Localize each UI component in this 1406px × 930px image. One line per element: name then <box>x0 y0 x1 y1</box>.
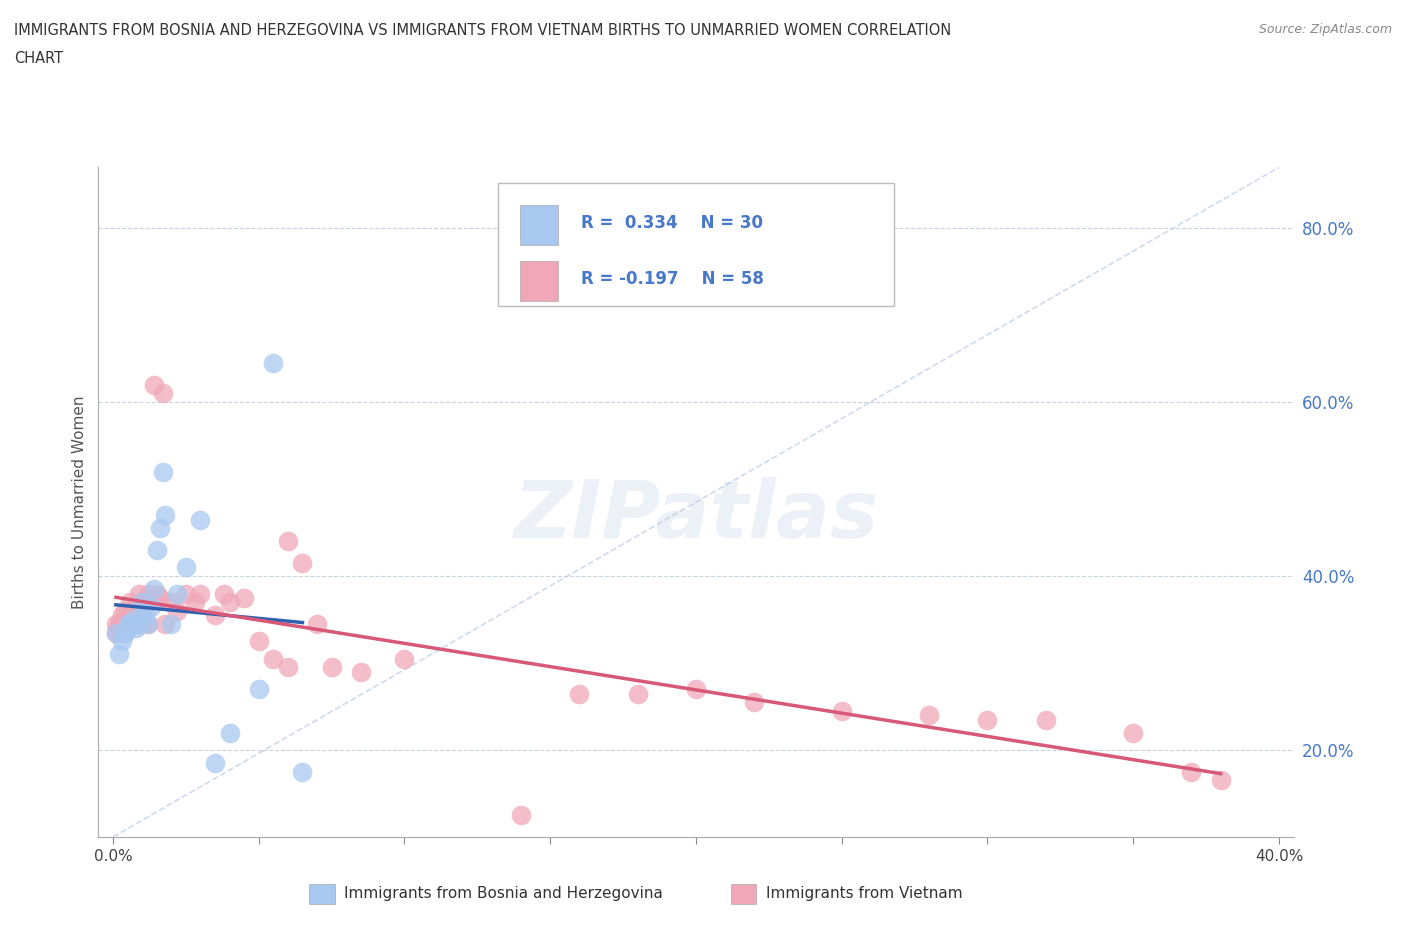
Point <box>291 555 314 570</box>
Point <box>128 617 150 631</box>
Point <box>305 617 328 631</box>
Point <box>120 595 142 610</box>
Point <box>128 617 150 631</box>
Point <box>190 512 212 527</box>
Point <box>117 617 139 631</box>
Point <box>128 586 150 601</box>
Text: Immigrants from Vietnam: Immigrants from Vietnam <box>766 886 963 901</box>
Text: R = -0.197    N = 58: R = -0.197 N = 58 <box>581 270 763 288</box>
Point <box>117 621 139 636</box>
Point <box>125 617 148 631</box>
Text: IMMIGRANTS FROM BOSNIA AND HERZEGOVINA VS IMMIGRANTS FROM VIETNAM BIRTHS TO UNMA: IMMIGRANTS FROM BOSNIA AND HERZEGOVINA V… <box>14 23 952 38</box>
Point <box>139 591 162 605</box>
Y-axis label: Births to Unmarried Women: Births to Unmarried Women <box>72 395 87 609</box>
Point <box>160 595 183 610</box>
Point <box>139 599 162 614</box>
Point <box>108 647 131 662</box>
Point <box>108 621 131 636</box>
Point <box>104 625 127 640</box>
Point <box>114 625 136 640</box>
Point <box>145 542 167 557</box>
Point <box>218 595 240 610</box>
Point <box>394 651 416 666</box>
Point <box>742 695 765 710</box>
Point <box>233 591 256 605</box>
Point <box>247 682 270 697</box>
Point <box>134 595 156 610</box>
Point <box>212 586 235 601</box>
Point <box>145 586 167 601</box>
Point <box>685 682 707 697</box>
Point <box>918 708 941 723</box>
Point <box>136 586 159 601</box>
Point <box>190 586 212 601</box>
Point <box>136 617 159 631</box>
Point <box>350 664 373 679</box>
Point <box>155 617 177 631</box>
Point <box>262 355 284 370</box>
Point <box>976 712 998 727</box>
Point <box>152 386 174 401</box>
Point <box>149 521 172 536</box>
Text: Source: ZipAtlas.com: Source: ZipAtlas.com <box>1258 23 1392 36</box>
Point <box>204 756 226 771</box>
Point <box>111 617 134 631</box>
Point <box>277 534 299 549</box>
Point <box>117 617 139 631</box>
Point <box>1180 764 1202 779</box>
Point <box>114 604 136 618</box>
Text: Immigrants from Bosnia and Herzegovina: Immigrants from Bosnia and Herzegovina <box>344 886 664 901</box>
Point <box>174 586 197 601</box>
Point <box>134 608 156 623</box>
Point <box>204 608 226 623</box>
Point <box>125 621 148 636</box>
Text: R =  0.334    N = 30: R = 0.334 N = 30 <box>581 214 763 232</box>
Point <box>120 617 142 631</box>
Point <box>627 686 650 701</box>
Point <box>120 617 142 631</box>
Point <box>142 582 165 597</box>
Point <box>108 617 131 631</box>
Point <box>160 617 183 631</box>
Point <box>510 808 533 823</box>
Point <box>125 599 148 614</box>
Point <box>166 604 188 618</box>
Point <box>104 617 127 631</box>
Point <box>321 660 343 675</box>
Point <box>111 608 134 623</box>
Point <box>131 608 153 623</box>
Point <box>122 608 145 623</box>
Point <box>155 508 177 523</box>
Point <box>174 560 197 575</box>
Point <box>1209 773 1232 788</box>
Point <box>183 595 205 610</box>
Point <box>1035 712 1057 727</box>
Point <box>131 608 153 623</box>
Point <box>111 634 134 649</box>
Point <box>218 725 240 740</box>
Text: CHART: CHART <box>14 51 63 66</box>
Point <box>291 764 314 779</box>
Point <box>142 378 165 392</box>
Point <box>131 595 153 610</box>
Point <box>262 651 284 666</box>
Point <box>149 591 172 605</box>
Point <box>1122 725 1144 740</box>
Point <box>247 634 270 649</box>
Point <box>104 625 127 640</box>
Point <box>277 660 299 675</box>
Point <box>166 586 188 601</box>
Point <box>131 617 153 631</box>
Point <box>831 703 853 718</box>
Point <box>152 464 174 479</box>
Point <box>136 617 159 631</box>
Point <box>122 612 145 627</box>
Text: ZIPatlas: ZIPatlas <box>513 476 879 554</box>
Point <box>117 608 139 623</box>
Point <box>114 617 136 631</box>
Point <box>114 625 136 640</box>
Point <box>568 686 591 701</box>
